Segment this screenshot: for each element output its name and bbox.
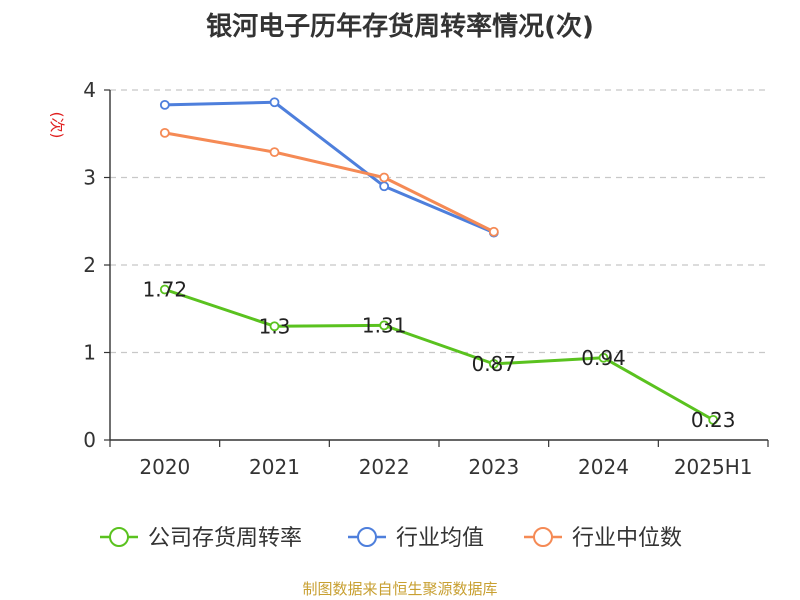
data-point [488, 358, 499, 369]
legend: 公司存货周转率 行业均值 行业中位数 [100, 526, 682, 551]
data-label: 0.87 [472, 352, 517, 376]
legend-marker [357, 527, 377, 547]
series-line [164, 288, 714, 422]
data-point [708, 414, 719, 425]
legend-item-industry-avg: 行业均值 [348, 526, 484, 551]
data-point [159, 284, 170, 295]
x-tick-label: 2022 [359, 455, 410, 479]
series-industry-avg [159, 97, 499, 238]
data-label: 1.31 [362, 313, 407, 337]
y-tick-label: 0 [83, 428, 96, 452]
legend-label: 公司存货周转率 [148, 526, 302, 551]
x-tick-label: 2024 [578, 455, 629, 479]
y-tick-label: 1 [83, 341, 96, 365]
data-point [269, 147, 280, 158]
source-note: 制图数据来自恒生聚源数据库 [302, 580, 498, 598]
series-line [164, 131, 495, 234]
legend-marker [109, 527, 129, 547]
gridlines [110, 89, 768, 354]
data-label: 1.72 [143, 278, 188, 302]
data-point [159, 127, 170, 138]
series-layer: 1.72 1.3 1.31 0.87 0.94 0.23 [143, 97, 736, 432]
data-point [598, 352, 609, 363]
x-tick-label: 2025H1 [674, 455, 753, 479]
series-company: 1.72 1.3 1.31 0.87 0.94 0.23 [143, 278, 736, 432]
x-tick-label: 2021 [249, 455, 300, 479]
data-point [488, 226, 499, 237]
y-tick-label: 3 [83, 166, 96, 190]
y-tick-label: 4 [83, 78, 96, 102]
data-point [159, 99, 170, 110]
chart-title: 银河电子历年存货周转率情况(次) [206, 12, 594, 42]
data-point [269, 321, 280, 332]
series-line [164, 100, 495, 235]
data-label: 0.94 [581, 346, 626, 370]
legend-label: 行业中位数 [572, 526, 682, 551]
legend-item-industry-median: 行业中位数 [524, 526, 682, 551]
x-tick-label: 2020 [139, 455, 190, 479]
data-point [269, 97, 280, 108]
y-tick-label: 2 [83, 253, 96, 277]
data-label: 0.23 [691, 408, 736, 432]
x-tick-label: 2023 [468, 455, 519, 479]
legend-marker [533, 527, 553, 547]
legend-label: 行业均值 [396, 526, 484, 551]
y-axis-label: (次) [48, 112, 66, 139]
data-point [379, 320, 390, 331]
data-point [379, 181, 390, 192]
data-point [379, 172, 390, 183]
axes: 0 1 2 3 4 2020 2021 2022 2023 2024 2025H1 (次) [48, 78, 769, 479]
series-industry-median [159, 127, 499, 237]
legend-item-company: 公司存货周转率 [100, 526, 302, 551]
data-label: 1.3 [259, 314, 291, 338]
